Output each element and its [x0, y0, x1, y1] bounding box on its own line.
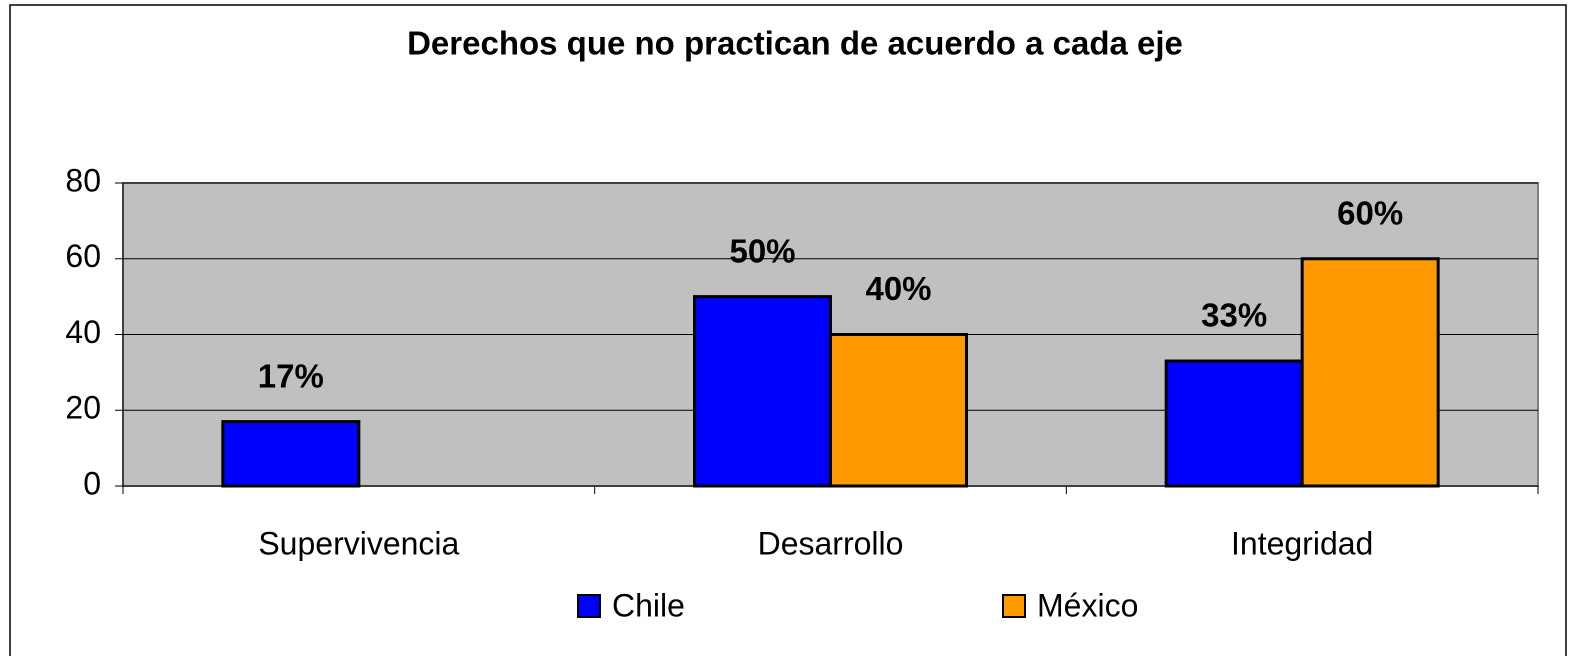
data-label: 50%: [729, 232, 795, 269]
y-tick-label: 20: [65, 390, 101, 426]
legend-swatch: [577, 594, 601, 618]
x-tick-label: Desarrollo: [758, 525, 904, 561]
y-tick-label: 60: [65, 238, 101, 274]
chart-title: Derechos que no practican de acuerdo a c…: [407, 25, 1183, 62]
bar: [1300, 257, 1440, 488]
legend-label: Chile: [612, 587, 685, 623]
x-tick-label: Integridad: [1231, 525, 1373, 561]
y-tick-label: 80: [65, 162, 101, 198]
bar: [1164, 359, 1304, 488]
y-tick-label: 0: [83, 465, 101, 501]
bar: [693, 295, 832, 488]
data-label: 60%: [1337, 194, 1403, 231]
legend-label: México: [1037, 587, 1138, 623]
data-label: 33%: [1201, 297, 1267, 334]
data-label: 40%: [865, 270, 931, 307]
y-tick-label: 40: [65, 314, 101, 350]
x-tick-label: Supervivencia: [258, 525, 459, 561]
bar: [829, 333, 968, 488]
data-label: 17%: [258, 357, 324, 394]
legend-swatch: [1002, 594, 1026, 618]
bar: [221, 420, 361, 488]
